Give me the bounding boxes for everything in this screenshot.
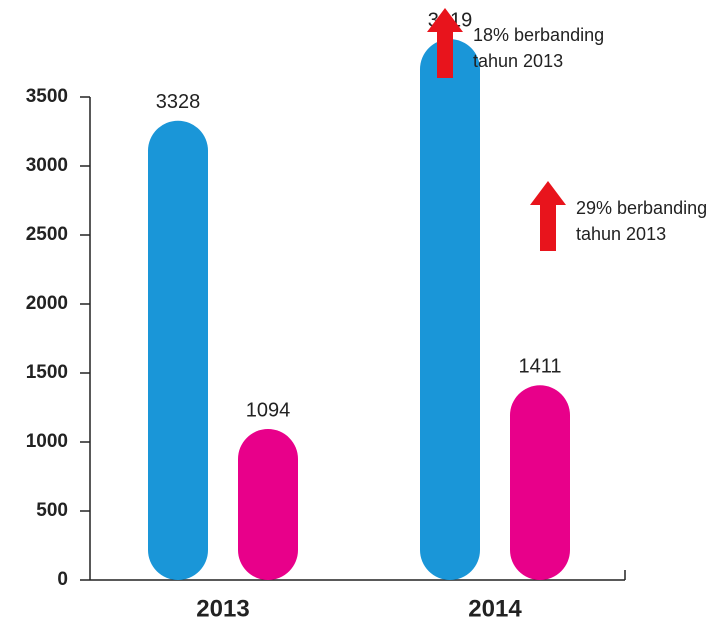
annotation: tahun 2013 (576, 224, 666, 244)
bar (238, 429, 298, 580)
bar (510, 385, 570, 580)
y-tick-label: 500 (36, 500, 68, 521)
annotation: tahun 2013 (473, 51, 563, 71)
y-tick-label: 3500 (26, 86, 68, 107)
annotation: 18% berbanding (473, 25, 604, 45)
x-tick-label: 2013 (196, 595, 249, 622)
bar (420, 39, 480, 581)
x-tick-label: 2014 (468, 595, 522, 622)
y-tick-label: 2000 (26, 293, 68, 314)
value-label: 3328 (156, 91, 201, 113)
arrow (530, 181, 566, 251)
bar (148, 120, 208, 581)
y-tick-label: 2500 (26, 224, 68, 245)
y-tick-label: 3000 (26, 155, 68, 176)
arrow (427, 8, 463, 78)
y-tick-label: 0 (57, 569, 68, 590)
y-tick-label: 1500 (26, 362, 68, 383)
value-label: 1411 (518, 356, 561, 378)
annotation: 29% berbanding (576, 198, 707, 218)
value-label: 1094 (246, 399, 291, 421)
y-tick-label: 1000 (26, 431, 68, 452)
